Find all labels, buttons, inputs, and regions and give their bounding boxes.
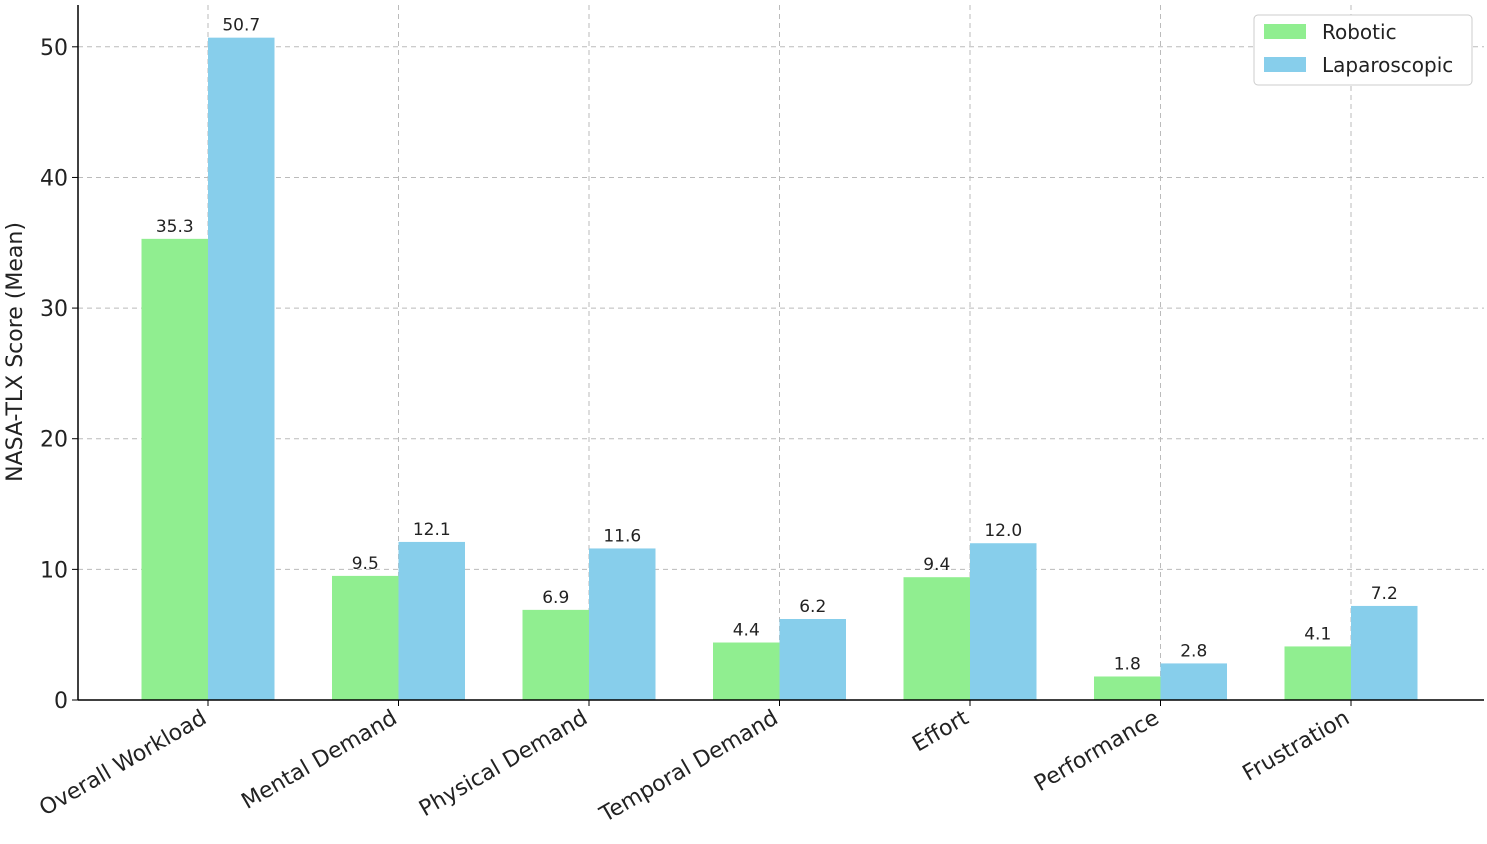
legend-box xyxy=(1253,14,1473,86)
value-label: 12.0 xyxy=(984,521,1022,541)
y-tick-label: 0 xyxy=(54,689,68,714)
legend-swatch xyxy=(1264,57,1306,72)
value-label: 35.3 xyxy=(156,217,194,237)
x-tick-label: Performance xyxy=(1030,706,1163,797)
bar xyxy=(903,577,970,700)
bar xyxy=(398,541,465,700)
x-tick-label: Mental Demand xyxy=(237,706,401,815)
bar xyxy=(208,37,275,700)
bar xyxy=(779,619,846,700)
value-label: 7.2 xyxy=(1371,584,1398,604)
bar xyxy=(1094,676,1161,700)
value-label: 1.8 xyxy=(1114,654,1141,674)
bar xyxy=(970,543,1037,700)
bar xyxy=(1284,646,1351,700)
value-label: 4.4 xyxy=(733,621,760,641)
bar xyxy=(1160,663,1227,700)
value-label: 12.1 xyxy=(413,520,451,540)
y-axis-label: NASA-TLX Score (Mean) xyxy=(3,222,28,482)
y-tick-label: 40 xyxy=(40,166,68,191)
y-tick-label: 30 xyxy=(40,297,68,322)
y-tick-label: 20 xyxy=(40,428,68,453)
legend-label: Laparoscopic xyxy=(1322,53,1453,77)
x-tick-label: Physical Demand xyxy=(415,706,592,823)
bar xyxy=(332,575,399,700)
y-tick-label: 10 xyxy=(40,558,68,583)
legend-swatch xyxy=(1264,24,1306,39)
bar xyxy=(713,642,780,700)
value-label: 9.4 xyxy=(923,555,950,575)
x-tick-label: Temporal Demand xyxy=(595,706,782,829)
value-label: 11.6 xyxy=(603,526,641,546)
value-label: 2.8 xyxy=(1180,641,1207,661)
y-tick-label: 50 xyxy=(40,36,68,61)
bar xyxy=(141,238,208,700)
value-label: 50.7 xyxy=(222,16,260,36)
legend-label: Robotic xyxy=(1322,20,1397,44)
value-label: 9.5 xyxy=(352,554,379,574)
bar xyxy=(1351,605,1418,700)
x-tick-label: Overall Workload xyxy=(35,706,211,822)
value-label: 6.9 xyxy=(542,588,569,608)
value-label: 4.1 xyxy=(1304,624,1331,644)
value-label: 6.2 xyxy=(799,597,826,617)
x-tick-label: Effort xyxy=(908,705,973,757)
bar xyxy=(589,548,656,700)
bar xyxy=(522,609,589,700)
x-tick-label: Frustration xyxy=(1239,706,1354,787)
